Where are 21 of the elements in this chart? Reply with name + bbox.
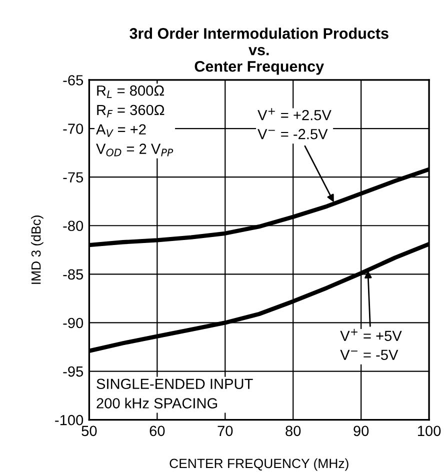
x-tick-label: 70 <box>218 426 233 436</box>
chart-title: 3rd Order Intermodulation Products vs. Center Frequency <box>130 28 388 75</box>
y-tick-label: -80 <box>63 220 84 232</box>
annotation: V$^{+}$ = +2.5V V$^{−}$ = -2.5V <box>258 108 332 140</box>
y-tick-label: -95 <box>63 366 84 377</box>
y-tick-label: -100 <box>55 414 84 426</box>
y-axis-title: IMD 3 (dBc) <box>31 216 44 284</box>
x-tick-label: 60 <box>150 426 165 436</box>
y-tick-label: -75 <box>63 172 84 182</box>
x-tick-label: 80 <box>286 426 301 436</box>
y-tick-label: -65 <box>63 75 84 86</box>
y-tick-label: -85 <box>63 269 84 280</box>
y-tick-label: -90 <box>63 318 84 328</box>
text: R$_{L}$ = 800Ω R$_{F}$ = 360Ω A$_{V}$ = +2 V$_{OD}$ = 2 V$_{PP}$ <box>96 85 174 156</box>
x-tick-label: 50 <box>82 426 97 436</box>
annotation: V$^{+}$ = +5V V$^{−}$ = -5V <box>340 328 402 360</box>
annotation: SINGLE-ENDED INPUT 200 kHz SPACING <box>96 378 253 408</box>
x-tick-label: 90 <box>354 426 369 436</box>
x-axis-title: CENTER FREQUENCY (MHz) <box>170 458 348 471</box>
x-tick-label: 100 <box>418 426 441 436</box>
y-tick-label: -70 <box>63 124 84 134</box>
